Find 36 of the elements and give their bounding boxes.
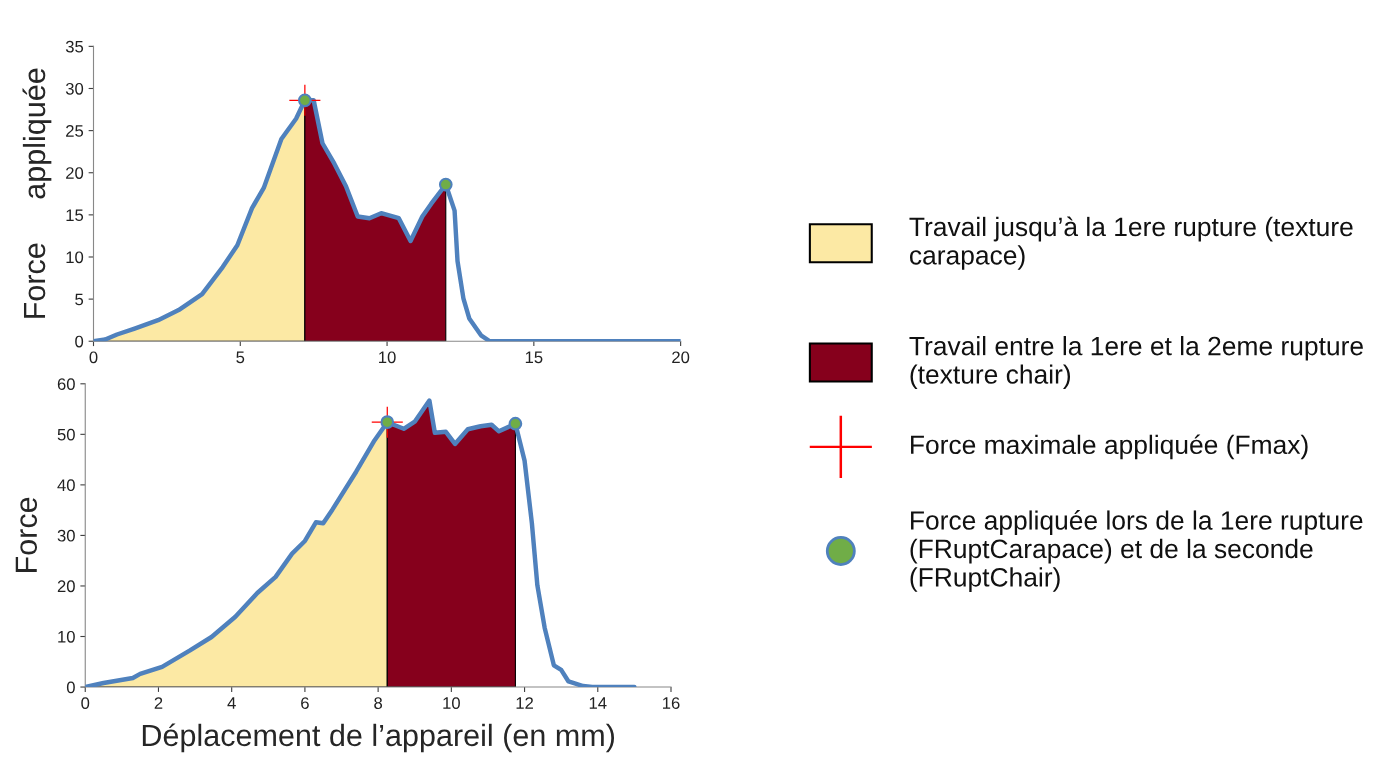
y-tick-label: 40: [57, 479, 75, 492]
legend-label: Travail jusqu’à la 1ere rupture (texture carapace): [909, 216, 1353, 270]
y-tick-label: 10: [58, 630, 75, 643]
y-tick-label: 60: [57, 378, 75, 390]
legend-label: Force appliquée lors de la 1ere rupture (FRuptCarapace) et de la seconde (FRuptChair): [910, 510, 1363, 592]
y-tick-label: 50: [57, 428, 75, 441]
x-tick-label: 2: [154, 697, 163, 709]
x-tick-label: 10: [379, 351, 396, 364]
y-tick-label: 20: [57, 580, 75, 593]
y-tick-label: 30: [57, 529, 75, 542]
y-tick-label: 5: [75, 293, 84, 306]
y-tick-label: 25: [66, 125, 84, 137]
x-tick-label: 16: [663, 697, 680, 709]
x-tick-label: 0: [89, 351, 98, 364]
y-tick-label: 30: [65, 82, 84, 95]
x-tick-label: 5: [236, 351, 245, 364]
y-tick-label: 15: [66, 209, 84, 222]
x-tick-label: 12: [516, 697, 533, 709]
y-tick-label: 35: [65, 40, 84, 53]
x-tick-label: 14: [589, 697, 607, 709]
y-tick-label: 0: [75, 335, 84, 348]
y-axis-title: Force appliquée: [22, 68, 52, 318]
y-tick-label: 10: [66, 251, 84, 264]
x-tick-label: 20: [672, 351, 690, 364]
x-tick-label: 6: [301, 697, 309, 709]
x-tick-label: 8: [374, 697, 383, 709]
x-tick-label: 4: [227, 697, 236, 709]
y-axis-title: Force: [15, 497, 38, 572]
x-tick-label: 10: [443, 697, 460, 709]
legend-label: Travail entre la 1ere et la 2eme rupture (texture chair): [909, 336, 1363, 390]
x-tick-label: 15: [525, 351, 543, 364]
y-tick-label: 20: [66, 167, 84, 179]
y-tick-label: 0: [66, 681, 75, 694]
line-series: [85, 398, 637, 688]
legend-label: Force maximale appliquée (Fmax): [911, 434, 1308, 460]
x-axis-title: Déplacement de l’appareil (en mm): [142, 723, 615, 753]
